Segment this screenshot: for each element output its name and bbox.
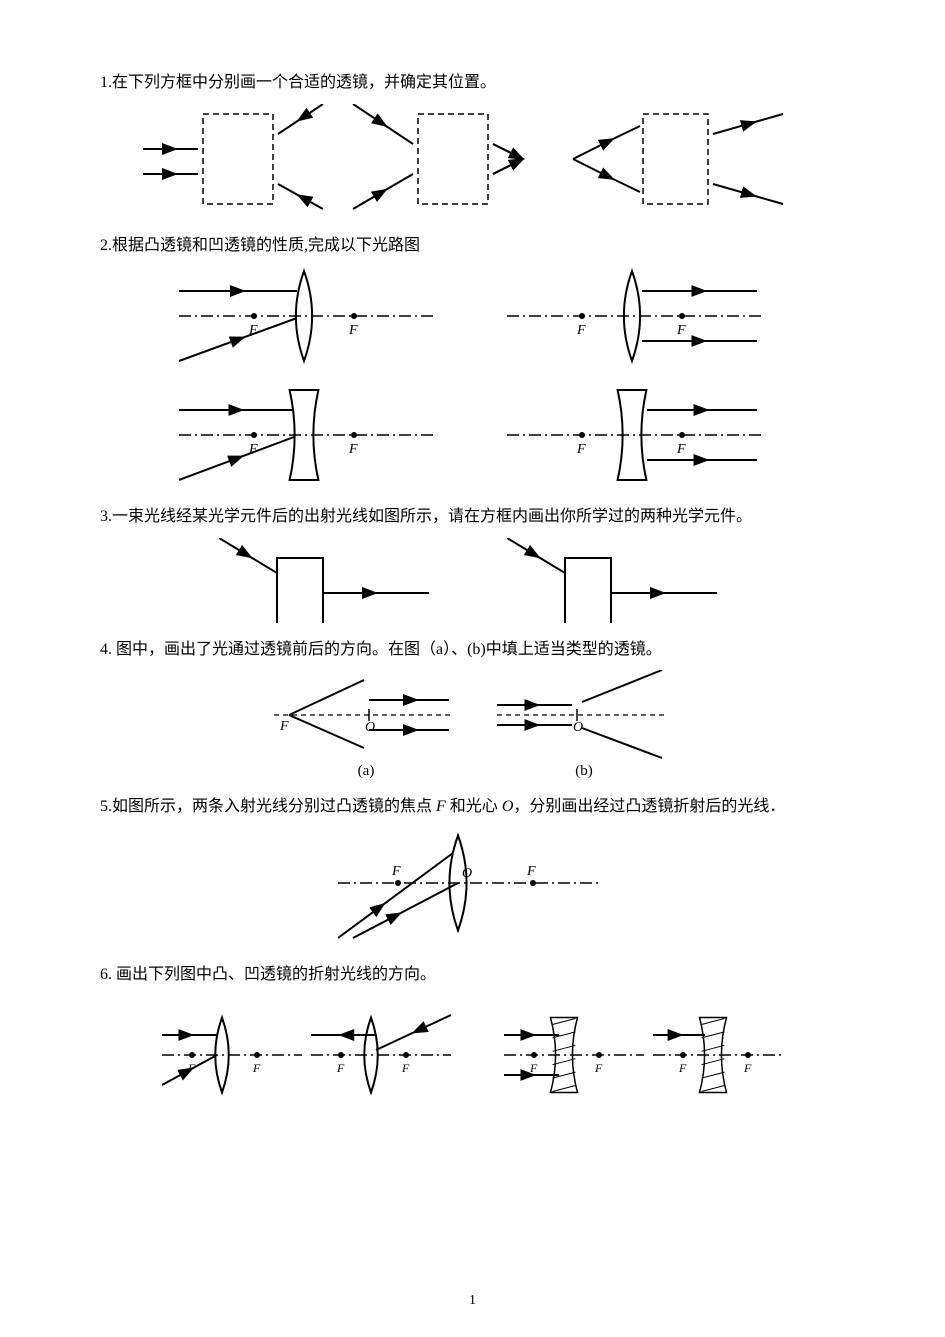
q4-figures: FO O [100, 670, 845, 760]
q6-svg-3: FF [504, 1010, 649, 1100]
q3-figures [100, 538, 845, 623]
svg-text:F: F [576, 323, 586, 338]
q1-figures [100, 104, 845, 219]
svg-text:F: F [526, 864, 536, 879]
q2-row1: FF FF [100, 266, 845, 371]
page-number: 1 [0, 1293, 945, 1309]
q4-svg-a: FO [274, 670, 459, 760]
svg-text:F: F [279, 719, 289, 734]
svg-text:F: F [576, 442, 586, 457]
worksheet-page: 1.在下列方框中分别画一个合适的透镜，并确定其位置。 2.根据凸透镜和凹透镜的性… [0, 0, 945, 1337]
svg-text:F: F [336, 1061, 345, 1075]
q4-svg-b: O [497, 670, 672, 760]
svg-text:O: O [462, 866, 472, 881]
q6-svg-2: FF [311, 1010, 456, 1100]
q3-svg-2 [507, 538, 727, 623]
q2-svg-4: FF [507, 385, 767, 490]
svg-text:F: F [678, 1061, 687, 1075]
q6-svg-4: FF [653, 1010, 783, 1100]
svg-text:F: F [676, 442, 686, 457]
q2-svg-1: FF [179, 266, 439, 371]
svg-text:O: O [573, 720, 583, 735]
svg-text:F: F [248, 442, 258, 457]
q4-label-a: (a) [274, 763, 459, 780]
q6-figures: FF FF FF FF [100, 1010, 845, 1100]
q2-svg-3: FF [179, 385, 439, 490]
q5-figure: FFO [100, 828, 845, 948]
svg-text:F: F [252, 1061, 261, 1075]
svg-text:O: O [365, 720, 375, 735]
q3-svg-1 [219, 538, 439, 623]
q1-svg [143, 104, 803, 219]
svg-text:F: F [401, 1061, 410, 1075]
svg-text:F: F [529, 1061, 538, 1075]
q3-text: 3.一束光线经某光学元件后的出射光线如图所示，请在方框内画出你所学过的两种光学元… [100, 504, 845, 530]
q4-text: 4. 图中，画出了光通过透镜前后的方向。在图（a）、(b)中填上适当类型的透镜。 [100, 637, 845, 663]
q5-text: 5.如图所示，两条入射光线分别过凸透镜的焦点 F 和光心 O，分别画出经过凸透镜… [100, 794, 845, 820]
svg-text:F: F [348, 323, 358, 338]
svg-text:F: F [676, 323, 686, 338]
q6-svg-1: FF [162, 1010, 307, 1100]
svg-text:F: F [348, 442, 358, 457]
q4-label-b: (b) [497, 763, 672, 780]
svg-text:F: F [743, 1061, 752, 1075]
svg-text:F: F [594, 1061, 603, 1075]
q6-text: 6. 画出下列图中凸、凹透镜的折射光线的方向。 [100, 962, 845, 988]
q2-text: 2.根据凸透镜和凹透镜的性质,完成以下光路图 [100, 233, 845, 259]
q2-svg-2: FF [507, 266, 767, 371]
q1-text: 1.在下列方框中分别画一个合适的透镜，并确定其位置。 [100, 70, 845, 96]
q2-row2: FF FF [100, 385, 845, 490]
q5-svg: FFO [338, 828, 608, 948]
q4-labels: (a) (b) [100, 762, 845, 780]
svg-text:F: F [391, 864, 401, 879]
